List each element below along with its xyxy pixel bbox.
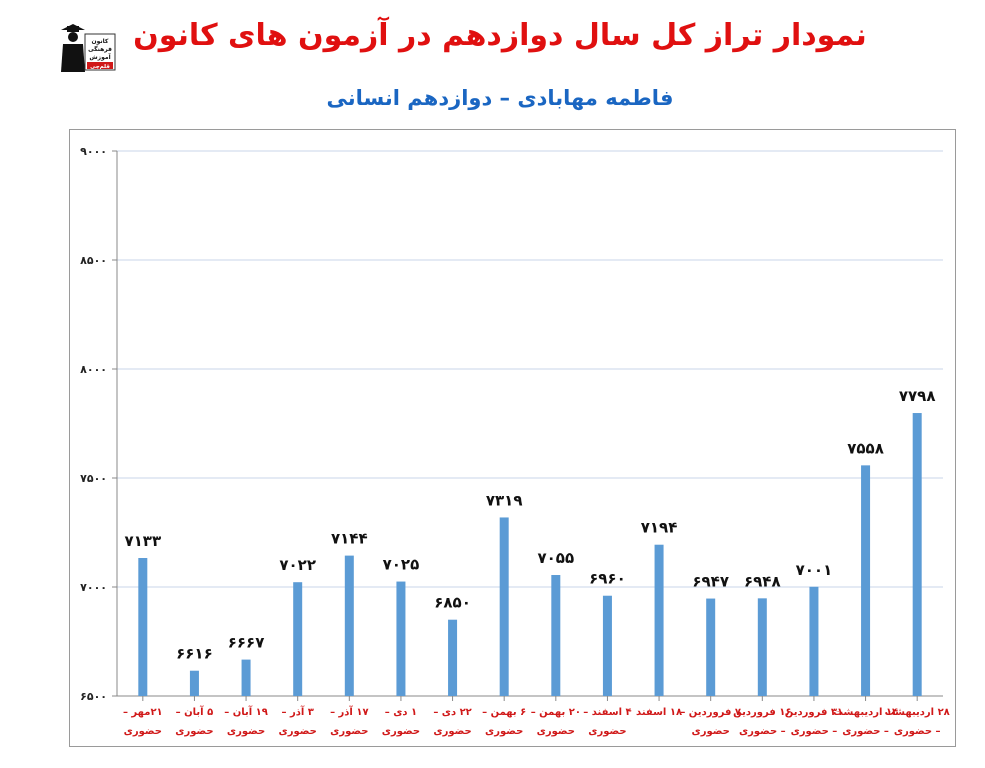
y-tick-label: ۶۵۰۰	[80, 690, 107, 703]
bar	[396, 581, 406, 696]
x-tick-label: ۲۲ دی –	[433, 707, 471, 718]
x-tick-label: ۳۱ فروردین	[785, 707, 843, 718]
page-title: نمودار تراز کل سال دوازدهم در آزمون های …	[133, 18, 867, 53]
x-tick-label: حضوری	[330, 726, 368, 737]
x-tick-label: ۱۸ اسفند	[636, 707, 682, 718]
x-tick-label: ۷ فروردین –	[680, 707, 741, 718]
data-label: ۶۶۶۷	[228, 634, 265, 652]
x-tick-label: ۱۹ آبان –	[224, 705, 268, 718]
data-label: ۷۱۴۴	[331, 530, 368, 548]
x-tick-label: ۲۱مهر –	[123, 707, 163, 718]
page-subtitle: فاطمه مهابادی – دوازدهم انسانی	[326, 86, 674, 110]
bar	[809, 586, 819, 696]
x-tick-label: ۱ دی –	[385, 707, 417, 718]
kanoon-logo: کانون فرهنگی آموزش قلم‌چی	[55, 22, 121, 74]
bar	[293, 582, 303, 696]
bar	[241, 659, 251, 696]
logo-line-2: فرهنگی	[88, 45, 112, 53]
bar	[344, 555, 354, 696]
data-label: ۷۰۲۲	[279, 556, 316, 574]
x-tick-label: ۳ آذر –	[281, 705, 313, 718]
data-label: ۶۹۴۸	[744, 572, 781, 590]
x-tick-label: ۶ بهمن –	[482, 707, 526, 718]
bar	[189, 670, 199, 696]
x-tick-label: – حضوری	[791, 726, 838, 737]
data-label: ۷۱۳۳	[125, 532, 162, 550]
x-tick-label: حضوری	[279, 726, 317, 737]
y-tick-label: ۸۵۰۰	[80, 254, 107, 267]
data-label: ۶۹۶۰	[589, 570, 626, 588]
x-tick-label: حضوری	[588, 726, 626, 737]
bar	[757, 598, 767, 696]
bar	[861, 465, 871, 696]
x-tick-label: حضوری	[692, 726, 730, 737]
x-tick-label: حضوری	[124, 726, 162, 737]
logo-line-3: آموزش	[89, 52, 111, 61]
x-tick-label: ۴ اسفند –	[583, 707, 631, 718]
logo-line-1: کانون	[92, 38, 109, 45]
data-label: ۷۳۱۹	[486, 491, 523, 509]
x-tick-label: ۱۶ فروردین	[733, 707, 791, 718]
x-tick-label: ۵ آبان –	[176, 705, 214, 718]
data-label: ۷۰۲۵	[383, 556, 420, 574]
x-tick-label: ۱۴ اردیبهشت	[833, 707, 898, 718]
data-label: ۶۶۱۶	[176, 645, 213, 663]
chart-frame	[69, 129, 956, 747]
data-label: ۷۰۰۱	[796, 561, 833, 579]
x-tick-label: حضوری	[433, 726, 471, 737]
bar	[706, 598, 716, 696]
y-tick-label: ۷۰۰۰	[80, 581, 107, 594]
x-tick-label: حضوری	[537, 726, 575, 737]
data-label: ۷۵۵۸	[847, 439, 884, 457]
y-tick-label: ۸۰۰۰	[80, 363, 107, 376]
x-tick-label: حضوری	[382, 726, 420, 737]
x-tick-label: ۲۰ بهمن –	[531, 707, 581, 718]
data-label: ۷۷۹۸	[899, 387, 936, 405]
x-tick-label: حضوری	[175, 726, 213, 737]
data-label: ۷۰۵۵	[538, 549, 575, 567]
bar	[912, 413, 922, 696]
x-tick-label: ۱۷ آذر –	[330, 705, 369, 718]
data-label: ۶۸۵۰	[434, 594, 471, 612]
bar	[654, 544, 664, 696]
y-tick-label: ۹۰۰۰	[80, 145, 107, 158]
data-label: ۶۹۴۷	[692, 573, 729, 591]
x-tick-label: – حضوری	[842, 726, 889, 737]
bar	[602, 595, 612, 696]
bar	[499, 517, 509, 696]
bar	[551, 575, 561, 696]
bar	[448, 619, 458, 696]
y-tick-label: ۷۵۰۰	[80, 472, 107, 485]
x-tick-label: – حضوری	[739, 726, 786, 737]
logo-line-4: قلم‌چی	[90, 64, 110, 70]
x-tick-label: ۲۸ اردیبهشت	[885, 707, 950, 718]
x-tick-label: – حضوری	[894, 726, 941, 737]
x-tick-label: حضوری	[485, 726, 523, 737]
x-tick-label: حضوری	[227, 726, 265, 737]
data-label: ۷۱۹۴	[641, 519, 678, 537]
bar	[138, 558, 148, 696]
